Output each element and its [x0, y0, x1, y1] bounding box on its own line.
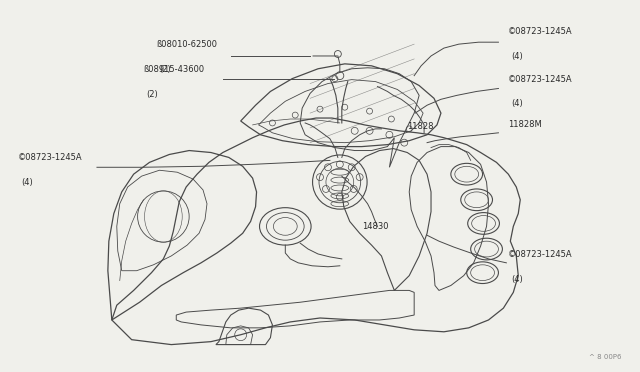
- Text: 11828: 11828: [407, 122, 434, 131]
- Text: ß08915-43600: ß08915-43600: [143, 65, 205, 74]
- Text: (4): (4): [21, 178, 33, 187]
- Text: ß08010-62500: ß08010-62500: [156, 40, 218, 49]
- Text: (4): (4): [511, 275, 524, 284]
- Text: 11828M: 11828M: [508, 120, 542, 129]
- Text: ©08723-1245A: ©08723-1245A: [18, 153, 83, 162]
- Text: ©08723-1245A: ©08723-1245A: [508, 250, 573, 259]
- Text: ^ 8 00P6: ^ 8 00P6: [589, 354, 621, 360]
- Text: (2): (2): [159, 65, 172, 74]
- Text: ©08723-1245A: ©08723-1245A: [508, 74, 573, 84]
- Text: (2): (2): [147, 90, 159, 99]
- Text: (4): (4): [511, 52, 524, 61]
- Text: ©08723-1245A: ©08723-1245A: [508, 27, 573, 36]
- Text: (4): (4): [511, 99, 524, 109]
- Text: 14830: 14830: [362, 222, 388, 231]
